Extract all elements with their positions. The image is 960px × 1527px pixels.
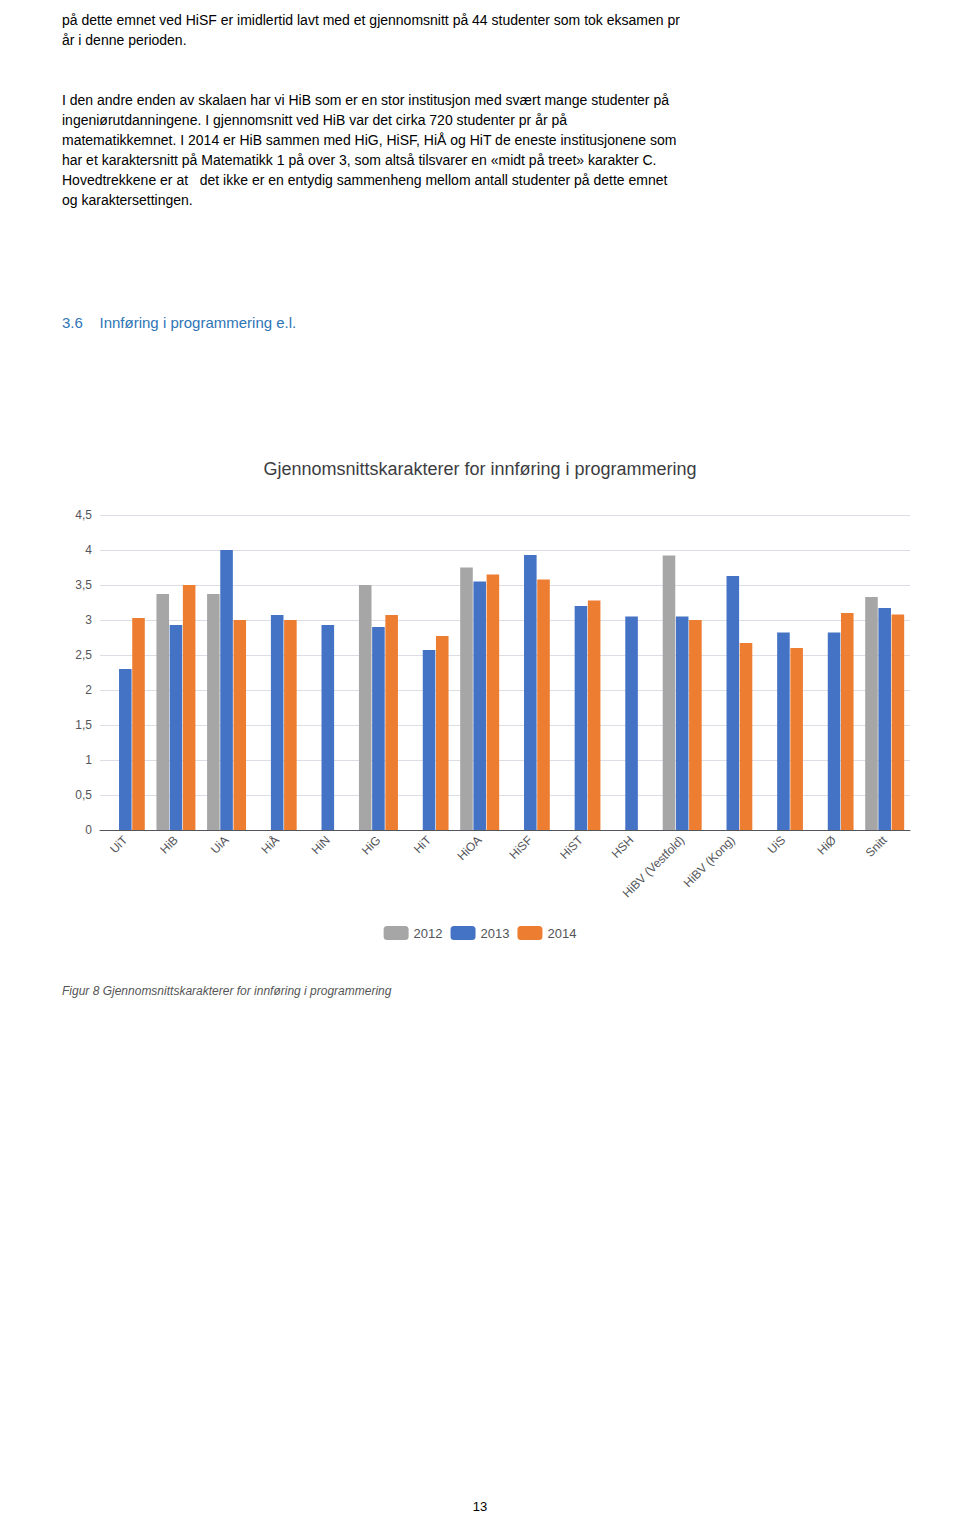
svg-text:HiBV (Vestfold): HiBV (Vestfold) — [620, 833, 687, 900]
svg-text:3.6 Innføring i programmeri: 3.6 Innføring i programmering e.l. — [62, 314, 296, 331]
svg-text:HiG: HiG — [359, 833, 383, 857]
svg-text:4,5: 4,5 — [75, 508, 92, 522]
svg-text:3: 3 — [85, 613, 92, 627]
svg-text:Hovedtrekkene er at det ikke: Hovedtrekkene er at det ikke er en entyd… — [62, 172, 668, 188]
svg-text:HiB: HiB — [157, 833, 181, 857]
svg-text:HiOA: HiOA — [454, 833, 484, 863]
svg-text:0,5: 0,5 — [75, 788, 92, 802]
svg-text:2014: 2014 — [547, 926, 576, 941]
svg-text:HiÅ: HiÅ — [258, 832, 282, 856]
svg-text:4: 4 — [85, 543, 92, 557]
svg-text:2012: 2012 — [414, 926, 443, 941]
svg-text:0: 0 — [85, 823, 92, 837]
svg-text:I den andre enden av skalaen h: I den andre enden av skalaen har vi HiB … — [62, 92, 669, 108]
svg-text:HiN: HiN — [309, 833, 333, 857]
svg-text:UiT: UiT — [107, 833, 131, 857]
svg-text:matematikkemnet. I 2014 er HiB: matematikkemnet. I 2014 er HiB sammen me… — [62, 132, 676, 148]
svg-text:Snitt: Snitt — [863, 833, 890, 860]
svg-text:HiØ: HiØ — [815, 833, 839, 857]
svg-text:13: 13 — [473, 1499, 487, 1514]
svg-text:og karaktersettingen.: og karaktersettingen. — [62, 192, 193, 208]
svg-text:2,5: 2,5 — [75, 648, 92, 662]
svg-text:2: 2 — [85, 683, 92, 697]
svg-text:HiST: HiST — [557, 833, 586, 862]
svg-text:UiS: UiS — [765, 833, 789, 857]
svg-text:Figur 8 Gjennomsnittskaraktere: Figur 8 Gjennomsnittskarakterer for innf… — [62, 984, 392, 998]
svg-text:1,5: 1,5 — [75, 718, 92, 732]
svg-text:Gjennomsnittskarakterer for in: Gjennomsnittskarakterer for innføring i … — [263, 459, 696, 479]
svg-text:ingeniørutdanningene. I gjenno: ingeniørutdanningene. I gjennomsnitt ved… — [62, 112, 567, 128]
svg-text:HiSF: HiSF — [507, 833, 536, 862]
svg-text:år i denne perioden.: år i denne perioden. — [62, 32, 187, 48]
svg-text:2013: 2013 — [481, 926, 510, 941]
svg-text:HSH: HSH — [609, 833, 637, 861]
svg-text:1: 1 — [85, 753, 92, 767]
svg-text:har et karaktersnitt på Matema: har et karaktersnitt på Matematikk 1 på … — [62, 152, 656, 168]
svg-text:UiA: UiA — [208, 833, 232, 857]
svg-text:3,5: 3,5 — [75, 578, 92, 592]
svg-text:HiBV (Kong): HiBV (Kong) — [681, 833, 738, 890]
svg-text:på dette emnet ved HiSF er imi: på dette emnet ved HiSF er imidlertid la… — [62, 12, 680, 28]
svg-text:HiT: HiT — [411, 833, 435, 857]
